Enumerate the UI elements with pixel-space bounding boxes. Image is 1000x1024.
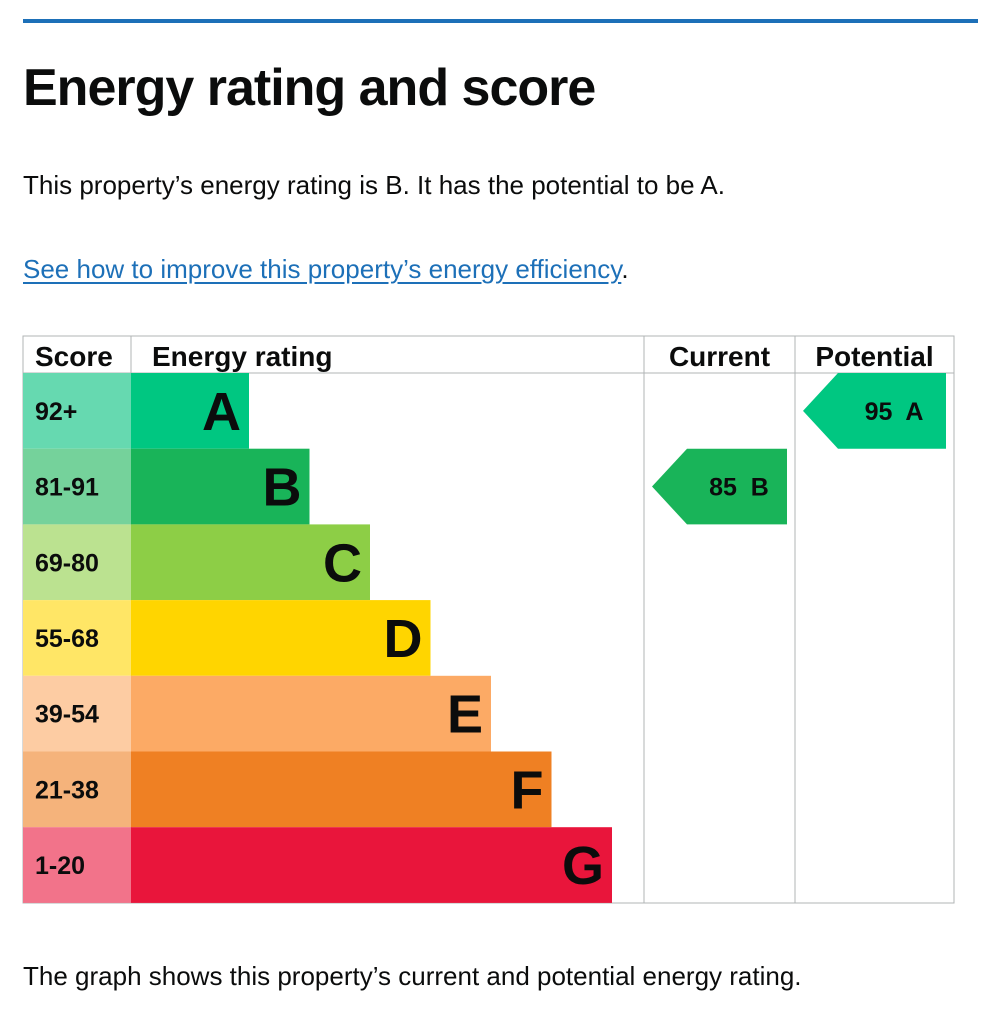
rating-bar xyxy=(131,751,552,828)
improve-link-line: See how to improve this property’s energ… xyxy=(23,254,629,285)
score-range-label: 81-91 xyxy=(35,474,99,502)
header-current: Current xyxy=(669,341,770,372)
header-score: Score xyxy=(35,341,113,372)
rating-band-letter: F xyxy=(511,760,544,820)
potential-rating-arrow xyxy=(803,373,946,449)
score-range-label: 92+ xyxy=(35,398,77,426)
rating-band-letter: D xyxy=(384,609,423,669)
potential-rating-label: 95 A xyxy=(865,398,924,426)
page-title: Energy rating and score xyxy=(23,59,596,117)
current-rating-arrow xyxy=(652,448,787,525)
header-potential: Potential xyxy=(815,341,933,372)
rating-band-letter: G xyxy=(562,836,604,896)
score-range-label: 1-20 xyxy=(35,852,85,880)
current-rating-label: 85 B xyxy=(709,474,769,502)
score-cell xyxy=(23,373,131,449)
rating-band-letter: C xyxy=(323,533,362,593)
score-range-label: 55-68 xyxy=(35,625,99,653)
score-range-label: 39-54 xyxy=(35,701,99,729)
score-range-label: 69-80 xyxy=(35,549,99,577)
rating-bar xyxy=(131,524,370,601)
rating-bar xyxy=(131,600,431,676)
score-cell xyxy=(23,600,131,676)
score-cell xyxy=(23,751,131,828)
rating-band-letter: A xyxy=(202,382,241,442)
rating-band-letter: B xyxy=(263,458,302,518)
rating-band-letter: E xyxy=(447,685,483,745)
header-energy-rating: Energy rating xyxy=(152,341,332,372)
rating-bar xyxy=(131,827,612,903)
score-range-label: 21-38 xyxy=(35,776,99,804)
score-cell xyxy=(23,827,131,903)
top-rule xyxy=(23,19,978,23)
score-cell xyxy=(23,675,131,752)
rating-bar xyxy=(131,373,249,449)
rating-bar xyxy=(131,675,491,752)
score-cell xyxy=(23,524,131,601)
rating-bar xyxy=(131,448,310,525)
improve-efficiency-link[interactable]: See how to improve this property’s energ… xyxy=(23,254,622,284)
rating-summary: This property’s energy rating is B. It h… xyxy=(23,170,725,200)
chart-caption: The graph shows this property’s current … xyxy=(23,961,802,991)
score-cell xyxy=(23,448,131,525)
link-suffix: . xyxy=(621,254,629,284)
